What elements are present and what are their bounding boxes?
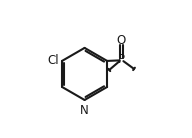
Text: O: O [117,34,126,47]
Text: N: N [80,104,89,117]
Text: P: P [118,53,125,66]
Text: Cl: Cl [48,54,59,67]
